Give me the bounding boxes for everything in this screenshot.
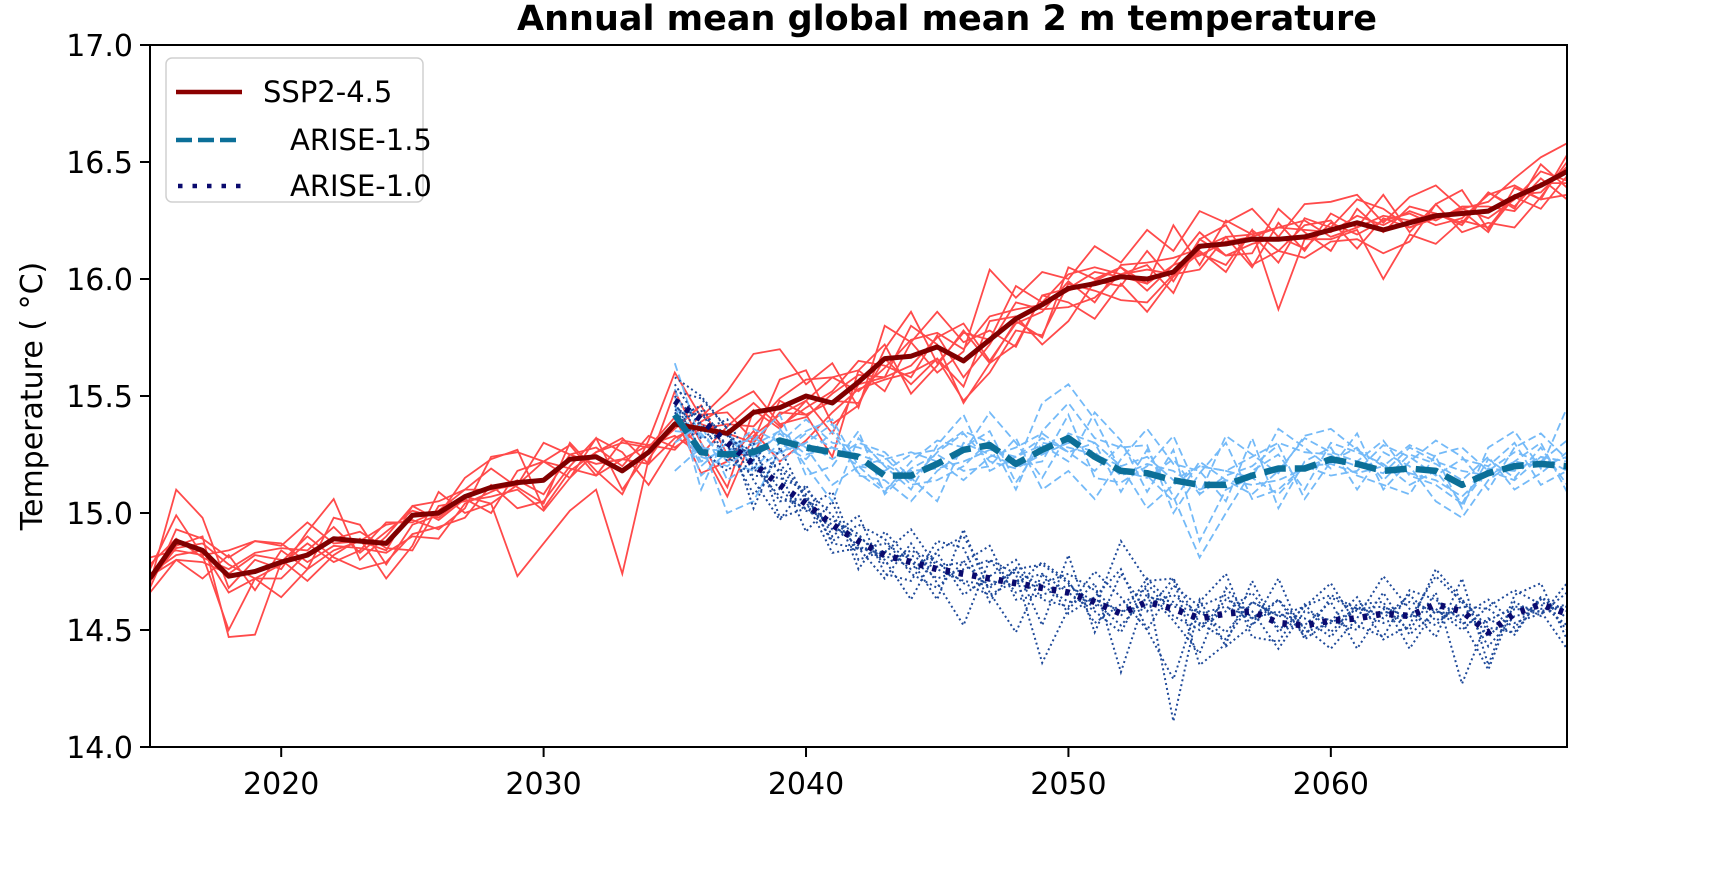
- y-tick-label: 16.5: [66, 146, 133, 181]
- ensemble-member-line: [673, 383, 1567, 687]
- ensemble-member-line: [150, 154, 1567, 571]
- y-tick-label: 14.0: [66, 731, 133, 766]
- ensemble-member-line: [150, 170, 1567, 589]
- ensemble-member-line: [674, 390, 1567, 676]
- ensemble-member-line: [674, 395, 1567, 639]
- mean-line-ssp245: [150, 169, 1567, 580]
- x-tick-label: 2030: [505, 767, 581, 802]
- legend-label: SSP2-4.5: [263, 75, 392, 109]
- y-axis: 14.0 14.5 15.0 15.5 16.0 16.5 17.0: [66, 29, 150, 766]
- ensemble-member-line: [674, 404, 1567, 639]
- ensemble-members: [150, 142, 1567, 722]
- y-tick-label: 16.0: [66, 263, 133, 298]
- chart-title: Annual mean global mean 2 m temperature: [517, 0, 1377, 39]
- ensemble-means: [150, 169, 1567, 636]
- ensemble-member-line: [673, 402, 1567, 682]
- legend-label: ARISE-1.5: [290, 123, 432, 157]
- mean-line-arise10: [672, 398, 1567, 636]
- y-tick-label: 17.0: [66, 29, 133, 64]
- legend-entry-ssp245: SSP2-4.5: [176, 75, 392, 109]
- ensemble-member-line: [673, 405, 1567, 510]
- ensemble-member-line: [673, 362, 1567, 515]
- ensemble-member-line: [674, 423, 1567, 491]
- ensemble-member-line: [673, 395, 1567, 515]
- x-tick-label: 2040: [768, 767, 844, 802]
- ensemble-member-line: [673, 412, 1567, 519]
- ensemble-member-line: [150, 166, 1567, 594]
- ensemble-member-line: [674, 410, 1567, 560]
- ensemble-member-line: [674, 409, 1567, 634]
- x-axis: 2020 2030 2040 2050 2060: [243, 747, 1369, 802]
- x-tick-label: 2020: [243, 767, 319, 802]
- x-tick-label: 2060: [1293, 767, 1369, 802]
- ensemble-member-line: [673, 388, 1567, 505]
- ensemble-member-line: [150, 142, 1567, 590]
- legend-label: ARISE-1.0: [290, 169, 432, 203]
- x-tick-label: 2050: [1030, 767, 1106, 802]
- mean-line-arise15: [672, 412, 1567, 489]
- y-tick-label: 15.5: [66, 380, 133, 415]
- ensemble-member-line: [150, 177, 1567, 592]
- y-axis-label: Temperature ( °C): [15, 262, 50, 531]
- ensemble-member-line: [674, 376, 1567, 650]
- legend-entry-arise15: ARISE-1.5: [176, 123, 432, 157]
- y-tick-label: 14.5: [66, 614, 133, 649]
- legend-entry-arise10: ARISE-1.0: [178, 169, 432, 203]
- ensemble-member-line: [150, 175, 1567, 638]
- y-tick-label: 15.0: [66, 497, 133, 532]
- ensemble-member-line: [674, 411, 1567, 673]
- ensemble-member-line: [674, 410, 1567, 544]
- legend: SSP2-4.5 ARISE-1.5 ARISE-1.0: [165, 57, 432, 203]
